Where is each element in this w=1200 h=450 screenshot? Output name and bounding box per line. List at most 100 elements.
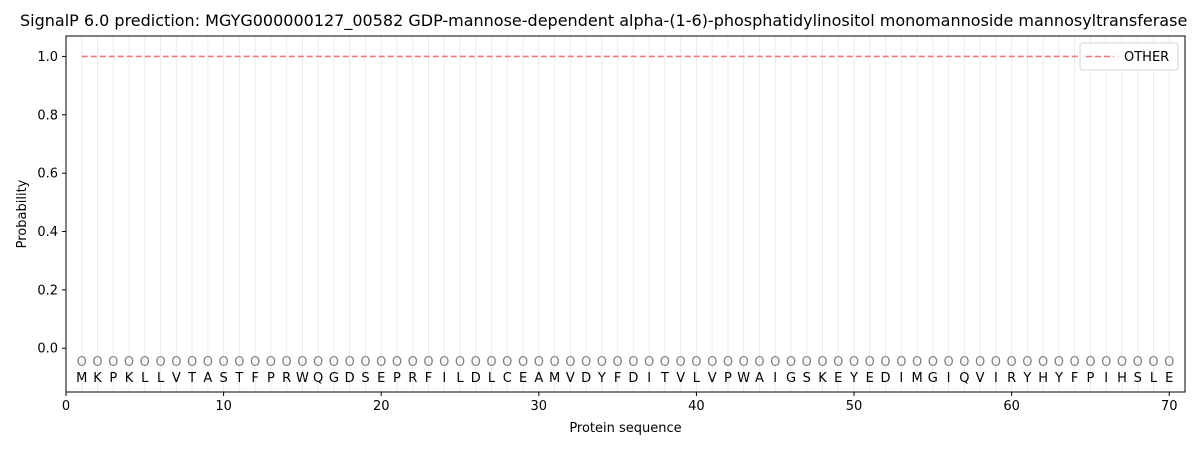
residue-label: I — [1104, 371, 1108, 386]
state-label: O — [471, 355, 481, 370]
state-label: O — [1070, 355, 1080, 370]
residue-label: V — [566, 371, 575, 386]
state-label: O — [880, 355, 890, 370]
state-label: O — [676, 355, 686, 370]
residue-label: L — [141, 371, 149, 386]
residue-label: H — [1117, 371, 1127, 386]
state-label: O — [140, 355, 150, 370]
residue-layer: OMOKOPOKOLOLOVOTOAOSOTOFOPOROWOQOGODOSOE… — [76, 355, 1174, 386]
residue-label: K — [125, 371, 134, 386]
residue-label: L — [693, 371, 701, 386]
residue-label: F — [1071, 371, 1078, 386]
state-label: O — [991, 355, 1001, 370]
residue-label: D — [628, 371, 638, 386]
residue-label: I — [947, 371, 951, 386]
state-label: O — [423, 355, 433, 370]
state-label: O — [723, 355, 733, 370]
state-label: O — [896, 355, 906, 370]
y-tick-label: 0.6 — [37, 167, 58, 182]
state-label: O — [329, 355, 339, 370]
residue-label: V — [676, 371, 685, 386]
residue-label: L — [456, 371, 464, 386]
x-tick-label: 10 — [215, 399, 232, 414]
state-label: O — [817, 355, 827, 370]
state-label: O — [928, 355, 938, 370]
state-label: O — [975, 355, 985, 370]
state-label: O — [408, 355, 418, 370]
x-tick-label: 30 — [531, 399, 548, 414]
x-axis-label: Protein sequence — [569, 421, 681, 436]
residue-label: L — [157, 371, 165, 386]
grid-layer — [81, 36, 1170, 392]
state-label: O — [739, 355, 749, 370]
state-label: O — [171, 355, 181, 370]
state-label: O — [486, 355, 496, 370]
residue-label: K — [818, 371, 827, 386]
residue-label: I — [773, 371, 777, 386]
residue-label: G — [329, 371, 339, 386]
residue-label: S — [1134, 371, 1142, 386]
residue-label: Y — [597, 371, 606, 386]
title-layer: SignalP 6.0 prediction: MGYG000000127_00… — [20, 11, 1187, 31]
residue-label: E — [377, 371, 385, 386]
residue-label: E — [834, 371, 842, 386]
state-label: O — [266, 355, 276, 370]
state-label: O — [849, 355, 859, 370]
legend-label: OTHER — [1124, 50, 1169, 65]
residue-label: V — [976, 371, 985, 386]
residue-label: K — [93, 371, 102, 386]
state-label: O — [754, 355, 764, 370]
state-label: O — [250, 355, 260, 370]
residue-label: F — [251, 371, 258, 386]
state-label: O — [392, 355, 402, 370]
state-label: O — [187, 355, 197, 370]
residue-label: W — [296, 371, 309, 386]
residue-label: P — [724, 371, 732, 386]
residue-label: D — [881, 371, 891, 386]
residue-label: Y — [1054, 371, 1063, 386]
residue-label: R — [1007, 371, 1016, 386]
state-label: O — [518, 355, 528, 370]
x-axis: 0 10 20 30 40 50 60 70 — [62, 392, 1178, 414]
state-label: O — [360, 355, 370, 370]
state-label: O — [1148, 355, 1158, 370]
residue-label: T — [187, 371, 196, 386]
residue-label: I — [899, 371, 903, 386]
state-label: O — [108, 355, 118, 370]
state-label: O — [644, 355, 654, 370]
residue-label: E — [519, 371, 527, 386]
state-label: O — [865, 355, 875, 370]
state-label: O — [1038, 355, 1048, 370]
x-tick-label: 40 — [688, 399, 705, 414]
legend-box — [1079, 42, 1179, 71]
state-label: O — [1101, 355, 1111, 370]
residue-label: L — [1150, 371, 1158, 386]
state-label: O — [455, 355, 465, 370]
y-tick-label: 0.8 — [37, 108, 58, 123]
state-label: O — [218, 355, 228, 370]
residue-label: S — [361, 371, 369, 386]
state-label: O — [549, 355, 559, 370]
state-label: O — [1117, 355, 1127, 370]
y-tick-label: 1.0 — [37, 50, 58, 65]
residue-label: S — [219, 371, 227, 386]
state-label: O — [313, 355, 323, 370]
state-label: O — [691, 355, 701, 370]
residue-label: I — [647, 371, 651, 386]
residue-label: W — [737, 371, 750, 386]
residue-label: Y — [849, 371, 858, 386]
residue-label: E — [1165, 371, 1173, 386]
state-label: O — [439, 355, 449, 370]
state-label: O — [786, 355, 796, 370]
residue-label: A — [534, 371, 543, 386]
residue-label: R — [408, 371, 417, 386]
state-label: O — [534, 355, 544, 370]
state-label: O — [959, 355, 969, 370]
y-axis: 0.0 0.2 0.4 0.6 0.8 1.0 — [37, 50, 66, 357]
x-tick-label: 0 — [62, 399, 70, 414]
state-label: O — [77, 355, 87, 370]
x-tick-label: 50 — [846, 399, 863, 414]
state-label: O — [376, 355, 386, 370]
residue-label: C — [503, 371, 512, 386]
